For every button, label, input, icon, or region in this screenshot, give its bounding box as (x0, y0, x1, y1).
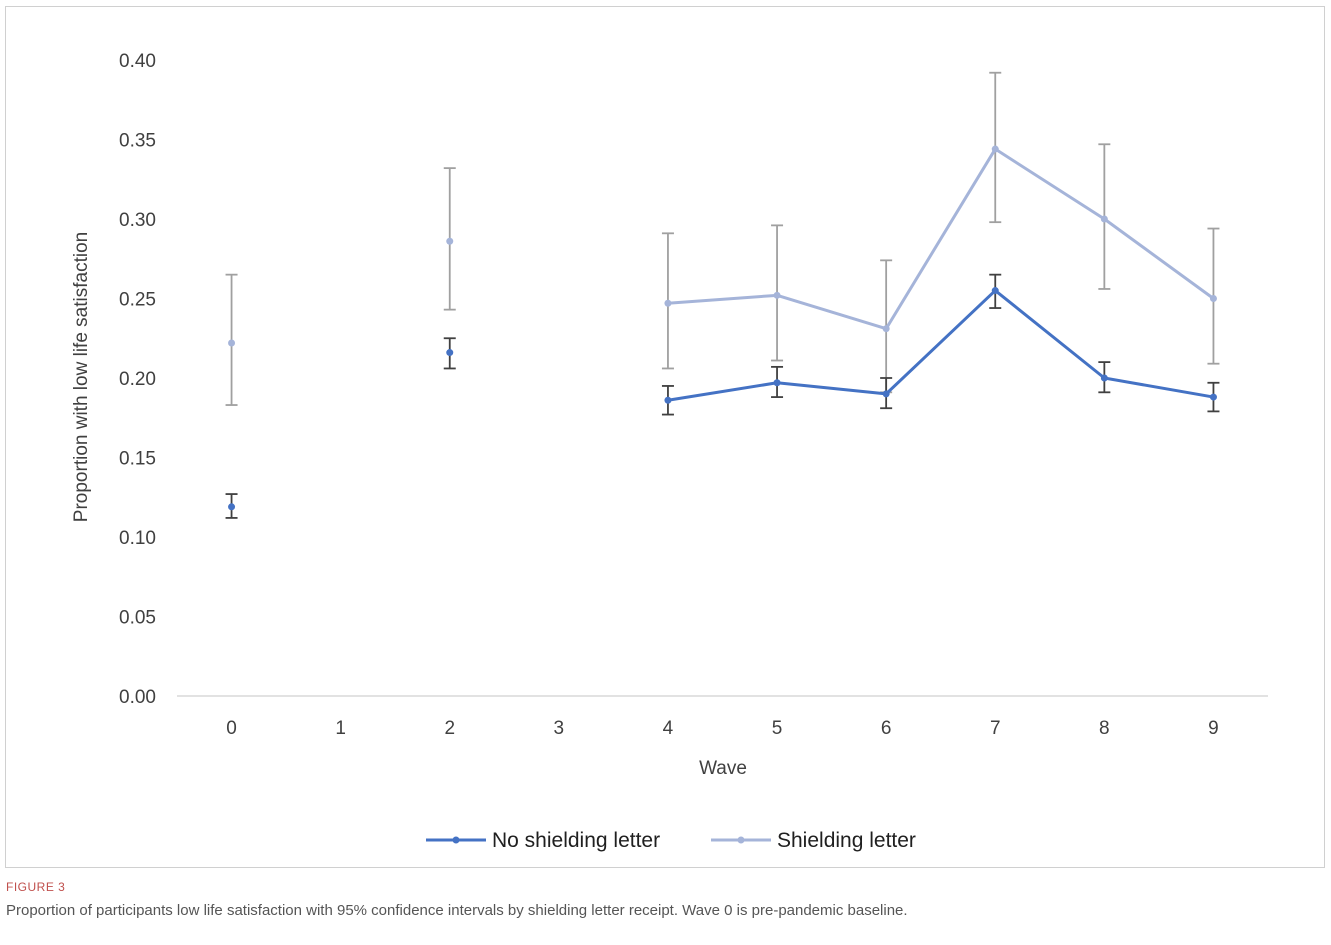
data-point (228, 339, 236, 347)
x-axis-title: Wave (699, 758, 747, 779)
legend-swatch-marker (452, 836, 460, 844)
y-tick-label: 0.35 (119, 131, 156, 152)
series-lines (667, 147, 1215, 402)
y-tick-label: 0.20 (119, 369, 156, 390)
data-point (1100, 374, 1108, 382)
data-point (991, 287, 999, 295)
y-tick-label: 0.00 (119, 687, 156, 708)
data-point (1100, 215, 1108, 223)
data-point (882, 325, 890, 333)
y-axis-title: Proportion with low life satisfaction (71, 232, 92, 522)
x-tick-label: 3 (554, 718, 565, 739)
x-tick-label: 1 (335, 718, 346, 739)
x-tick-label: 8 (1099, 718, 1110, 739)
x-tick-label: 0 (226, 718, 237, 739)
series-markers (228, 145, 1217, 511)
y-tick-label: 0.15 (119, 449, 156, 470)
figure-label: FIGURE 3 (6, 880, 66, 894)
y-tick-label: 0.10 (119, 528, 156, 549)
y-axis-ticks: 0.00 0.05 0.10 0.15 0.20 0.25 0.30 0.35 0.40 (119, 51, 156, 708)
series-line (667, 289, 1214, 402)
x-tick-label: 4 (663, 718, 674, 739)
y-tick-label: 0.40 (119, 51, 156, 72)
x-tick-label: 6 (881, 718, 892, 739)
x-tick-label: 2 (444, 718, 455, 739)
data-point (773, 291, 781, 299)
legend-label: No shielding letter (492, 829, 660, 852)
data-point (1209, 393, 1217, 401)
y-tick-label: 0.30 (119, 210, 156, 231)
data-point (446, 349, 454, 357)
data-point (664, 396, 672, 404)
x-axis-ticks: 0 1 2 3 4 5 6 7 8 9 (226, 718, 1218, 739)
y-tick-label: 0.05 (119, 608, 156, 629)
series-line (667, 147, 1215, 331)
x-tick-label: 7 (990, 718, 1001, 739)
data-point (773, 379, 781, 387)
figure-caption: Proportion of participants low life sati… (6, 902, 908, 919)
legend-label: Shielding letter (777, 829, 916, 852)
x-tick-label: 9 (1208, 718, 1219, 739)
legend: No shielding letter Shielding letter (426, 829, 916, 852)
data-point (991, 145, 999, 153)
legend-swatch-marker (737, 836, 745, 844)
data-point (664, 299, 672, 307)
y-tick-label: 0.25 (119, 290, 156, 311)
data-point (882, 390, 890, 398)
data-point (228, 503, 236, 511)
data-point (1209, 295, 1217, 302)
data-point (446, 237, 454, 245)
error-bars (225, 71, 1220, 519)
x-tick-label: 5 (772, 718, 783, 739)
